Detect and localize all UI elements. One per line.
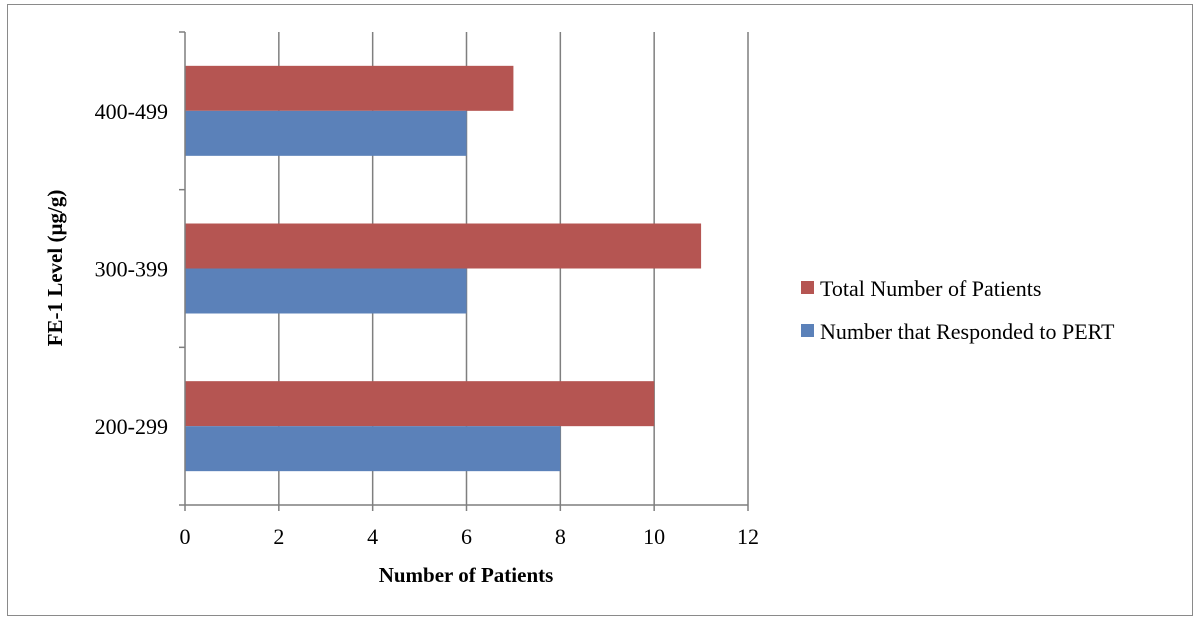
legend: Total Number of Patients Number that Res… <box>801 276 1115 344</box>
x-tick-labels: 0 2 4 6 8 10 12 <box>180 524 760 549</box>
y-axis-title: FE-1 Level (µg/g) <box>43 190 67 347</box>
legend-swatch-responded <box>801 324 814 337</box>
axes <box>179 31 749 511</box>
bar-total-300-399 <box>185 223 702 269</box>
x-tick-label-2: 2 <box>273 524 284 549</box>
bar-responded-400-499 <box>185 110 467 156</box>
legend-label-total: Total Number of Patients <box>820 276 1041 301</box>
y-category-label-200-299: 200-299 <box>95 414 168 439</box>
legend-label-responded: Number that Responded to PERT <box>820 319 1115 344</box>
x-axis-title: Number of Patients <box>379 563 554 587</box>
y-category-labels: 200-299 300-399 400-499 <box>95 99 168 439</box>
x-tick-label-10: 10 <box>643 524 665 549</box>
x-tick-label-0: 0 <box>180 524 191 549</box>
bar-responded-200-299 <box>185 426 561 472</box>
x-tick-label-4: 4 <box>367 524 378 549</box>
x-tick-label-8: 8 <box>555 524 566 549</box>
y-category-label-400-499: 400-499 <box>95 99 168 124</box>
bar-total-200-299 <box>185 381 655 427</box>
x-tick-label-12: 12 <box>737 524 759 549</box>
bars <box>185 65 702 472</box>
x-tick-label-6: 6 <box>461 524 472 549</box>
bar-responded-300-399 <box>185 268 467 314</box>
y-category-label-300-399: 300-399 <box>95 257 168 282</box>
bar-total-400-499 <box>185 65 514 111</box>
legend-swatch-total <box>801 281 814 294</box>
